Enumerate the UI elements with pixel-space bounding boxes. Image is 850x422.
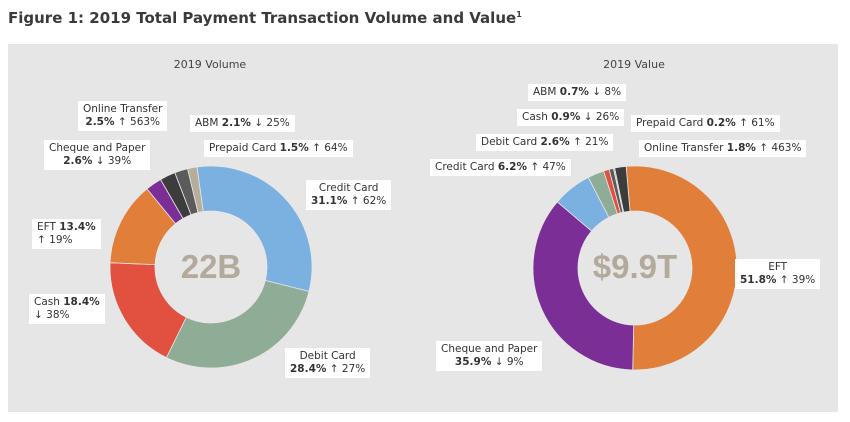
volume-center-total: 22B bbox=[180, 248, 242, 285]
value-label-cash: Cash 0.9% ↓ 26% bbox=[517, 109, 625, 126]
volume-label-online-transfer: Online Transfer 2.5% ↑ 563% bbox=[78, 101, 168, 131]
value-label-eft: EFT 51.8% ↑ 39% bbox=[735, 259, 821, 289]
volume-label-cheque-and-paper: Cheque and Paper 2.6% ↓ 39% bbox=[44, 140, 151, 170]
value-slice-cheque-and-paper bbox=[532, 201, 635, 371]
footnote-marker: 1 bbox=[516, 10, 522, 19]
volume-label-cash: Cash 18.4% ↓ 38% bbox=[29, 294, 105, 324]
figure-title: Figure 1: 2019 Total Payment Transaction… bbox=[8, 9, 522, 27]
volume-slice-prepaid-card bbox=[187, 166, 204, 214]
value-label-online-transfer: Online Transfer 1.8% ↑ 463% bbox=[639, 140, 807, 157]
value-chart-title: 2019 Value bbox=[603, 58, 665, 71]
volume-label-debit-card: Debit Card 28.4% ↑ 27% bbox=[285, 348, 371, 378]
volume-label-abm: ABM 2.1% ↓ 25% bbox=[190, 115, 295, 132]
value-slice-online-transfer bbox=[614, 165, 631, 213]
value-label-credit-card: Credit Card 6.2% ↑ 47% bbox=[430, 159, 571, 176]
volume-label-prepaid-card: Prepaid Card 1.5% ↑ 64% bbox=[204, 140, 353, 157]
volume-slice-credit-card bbox=[196, 165, 313, 292]
volume-slice-debit-card bbox=[165, 280, 310, 369]
donut-charts bbox=[109, 165, 738, 371]
volume-label-eft: EFT 13.4% ↑ 19% bbox=[32, 219, 101, 249]
value-slice-eft bbox=[625, 165, 738, 371]
chart-panel: 2019 Volume 2019 Value 22B $9.9T Online … bbox=[8, 44, 838, 412]
volume-chart-title: 2019 Volume bbox=[173, 58, 247, 71]
volume-label-credit-card: Credit Card 31.1% ↑ 62% bbox=[306, 180, 392, 210]
value-label-cheque-and-paper: Cheque and Paper 35.9% ↓ 9% bbox=[436, 341, 543, 371]
value-label-abm: ABM 0.7% ↓ 8% bbox=[528, 84, 627, 101]
value-label-prepaid-card: Prepaid Card 0.2% ↑ 61% bbox=[631, 115, 780, 132]
value-label-debit-card: Debit Card 2.6% ↑ 21% bbox=[476, 134, 614, 151]
value-center-total: $9.9T bbox=[592, 248, 678, 285]
